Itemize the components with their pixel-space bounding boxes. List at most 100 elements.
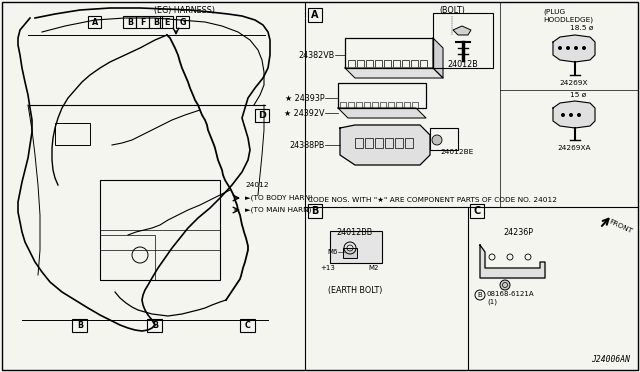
Polygon shape xyxy=(433,38,443,78)
Text: B: B xyxy=(127,17,133,26)
Circle shape xyxy=(432,135,442,145)
Bar xyxy=(357,60,364,68)
Bar xyxy=(330,231,382,263)
Text: 24012: 24012 xyxy=(245,182,269,188)
Bar xyxy=(470,204,484,218)
Text: 24382VB: 24382VB xyxy=(299,51,335,60)
Bar xyxy=(348,60,355,68)
Bar xyxy=(255,109,269,122)
Text: 24012B: 24012B xyxy=(447,60,478,68)
Text: ★ 24393P: ★ 24393P xyxy=(285,93,325,103)
Text: (EG) HARNESS): (EG) HARNESS) xyxy=(154,6,216,15)
Bar xyxy=(100,180,220,280)
Bar xyxy=(355,138,363,148)
Polygon shape xyxy=(340,125,430,165)
Bar xyxy=(375,60,382,68)
Text: 24012BB: 24012BB xyxy=(337,228,373,237)
Polygon shape xyxy=(453,26,471,35)
Bar xyxy=(404,102,410,108)
Text: B: B xyxy=(311,206,319,216)
Text: C: C xyxy=(245,321,251,330)
Bar xyxy=(388,102,394,108)
Bar xyxy=(396,102,402,108)
Text: B: B xyxy=(477,292,483,298)
Bar xyxy=(160,16,173,28)
Bar xyxy=(433,13,493,68)
Bar xyxy=(385,138,393,148)
Polygon shape xyxy=(338,108,426,118)
Text: 18.5 ø: 18.5 ø xyxy=(570,25,593,31)
Circle shape xyxy=(500,280,510,290)
Bar xyxy=(149,16,162,28)
Text: 24269XA: 24269XA xyxy=(557,145,591,151)
Text: A: A xyxy=(311,10,319,20)
Text: J24006AN: J24006AN xyxy=(591,356,630,365)
Bar xyxy=(136,16,149,28)
Bar xyxy=(372,102,378,108)
Bar xyxy=(345,38,433,68)
Text: ►(TO MAIN HARN): ►(TO MAIN HARN) xyxy=(245,207,312,213)
Bar xyxy=(375,138,383,148)
Bar xyxy=(340,102,346,108)
Text: C: C xyxy=(474,206,481,216)
Bar xyxy=(405,138,413,148)
Text: D: D xyxy=(258,110,266,119)
Text: B: B xyxy=(152,321,158,330)
Circle shape xyxy=(569,113,573,117)
Text: 08168-6121A: 08168-6121A xyxy=(487,291,534,297)
Polygon shape xyxy=(345,68,443,78)
Text: FRONT: FRONT xyxy=(608,218,634,234)
Text: A: A xyxy=(92,17,98,26)
Bar xyxy=(366,60,373,68)
Circle shape xyxy=(558,46,562,50)
Bar xyxy=(88,16,101,28)
Text: (BOLT): (BOLT) xyxy=(439,6,465,15)
Bar xyxy=(420,60,427,68)
Circle shape xyxy=(561,113,565,117)
Bar xyxy=(308,204,322,218)
Text: (PLUG
HOODLEDGE): (PLUG HOODLEDGE) xyxy=(543,8,593,22)
Text: G: G xyxy=(180,17,186,26)
Polygon shape xyxy=(553,35,595,62)
Text: 24236P: 24236P xyxy=(503,228,533,237)
Circle shape xyxy=(577,113,581,117)
Text: (1): (1) xyxy=(487,299,497,305)
Bar xyxy=(308,8,322,22)
Text: B: B xyxy=(77,321,83,330)
Bar xyxy=(384,60,391,68)
Bar xyxy=(100,235,155,280)
Circle shape xyxy=(574,46,578,50)
Polygon shape xyxy=(480,245,545,278)
Bar xyxy=(380,102,386,108)
Text: M6: M6 xyxy=(328,249,338,255)
Bar xyxy=(343,248,357,258)
Bar xyxy=(356,102,362,108)
Bar xyxy=(365,138,373,148)
Text: 15 ø: 15 ø xyxy=(570,92,586,98)
Bar xyxy=(240,319,255,332)
Bar xyxy=(364,102,370,108)
Bar xyxy=(176,16,189,28)
Text: ►(TO BODY HARN): ►(TO BODY HARN) xyxy=(245,195,313,201)
Text: CODE NOS. WITH "★" ARE COMPONENT PARTS OF CODE NO. 24012: CODE NOS. WITH "★" ARE COMPONENT PARTS O… xyxy=(308,197,557,203)
Bar xyxy=(123,16,136,28)
Bar xyxy=(338,83,426,108)
Bar xyxy=(348,102,354,108)
Polygon shape xyxy=(553,101,595,128)
Bar xyxy=(72,319,87,332)
Bar xyxy=(55,123,90,145)
Bar xyxy=(411,60,418,68)
Bar xyxy=(147,319,162,332)
Bar xyxy=(395,138,403,148)
Text: +13: +13 xyxy=(320,265,335,271)
Circle shape xyxy=(566,46,570,50)
Bar xyxy=(412,102,418,108)
Text: 24388PB: 24388PB xyxy=(290,141,325,150)
Text: B: B xyxy=(153,17,159,26)
Text: (EARTH BOLT): (EARTH BOLT) xyxy=(328,285,382,295)
Text: E: E xyxy=(164,17,170,26)
Text: 24269X: 24269X xyxy=(560,80,588,86)
Text: F: F xyxy=(140,17,146,26)
Bar xyxy=(393,60,400,68)
Text: ★ 24392V: ★ 24392V xyxy=(285,109,325,118)
